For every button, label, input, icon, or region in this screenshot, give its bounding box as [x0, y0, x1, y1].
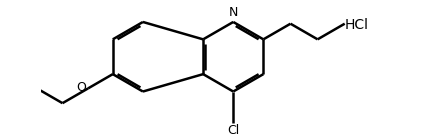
- Text: Cl: Cl: [227, 124, 239, 137]
- Text: HCl: HCl: [345, 18, 369, 32]
- Text: N: N: [229, 6, 238, 19]
- Text: O: O: [76, 81, 86, 94]
